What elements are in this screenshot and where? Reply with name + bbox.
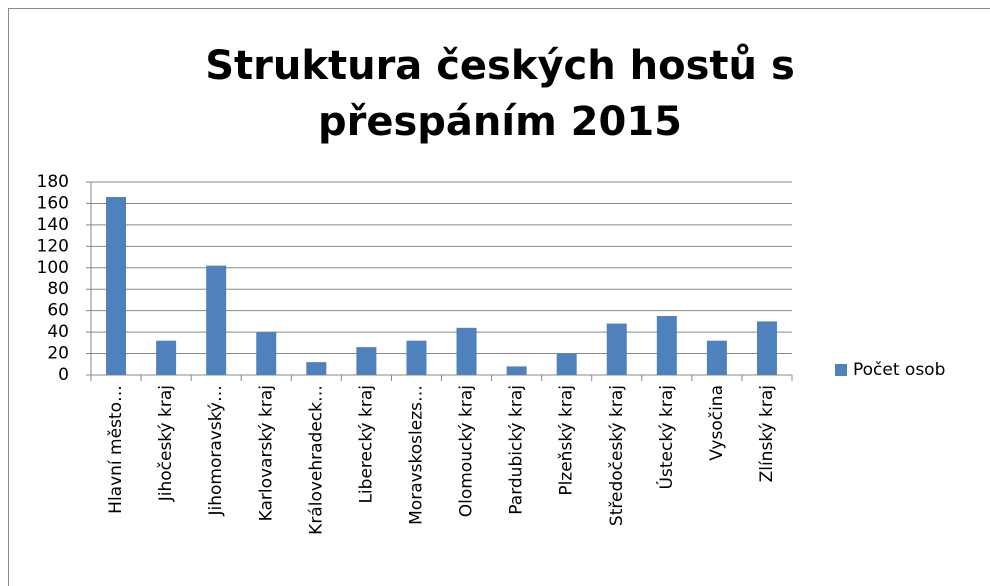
x-tick-label: Vysočina	[707, 385, 727, 461]
y-tick-label: 20	[47, 344, 69, 364]
x-tick-label: Jihomoravský…	[206, 385, 226, 517]
chart-frame	[8, 8, 990, 586]
legend-label: Počet osob	[853, 360, 945, 380]
x-tick-label: Moravskoslezs…	[406, 385, 426, 525]
bar	[456, 327, 477, 375]
y-tick-label: 80	[47, 279, 69, 299]
y-tick-label: 40	[47, 322, 69, 342]
y-tick-label: 100	[37, 258, 69, 278]
x-tick-label: Ústecký kraj	[655, 385, 677, 489]
y-tick-label: 60	[47, 301, 69, 321]
bar	[706, 340, 727, 375]
chart-title: Struktura českých hostů s přespáním 2015	[205, 43, 795, 145]
bar	[256, 332, 277, 375]
x-tick-label: Královehradeck…	[306, 385, 326, 535]
x-tick-label: Karlovarský kraj	[256, 385, 276, 521]
bar	[656, 316, 677, 375]
x-tick-label: Jihočeský kraj	[156, 385, 176, 502]
legend-swatch	[835, 364, 847, 376]
y-tick-label: 160	[37, 193, 69, 213]
y-tick-label: 0	[58, 365, 69, 385]
bar	[156, 340, 177, 375]
x-tick-label: Zlínský kraj	[757, 385, 777, 482]
x-tick-label: Hlavní město…	[106, 385, 126, 514]
y-tick-label: 180	[37, 172, 69, 192]
bar	[206, 265, 227, 375]
x-tick-label: Liberecký kraj	[356, 385, 376, 504]
bar	[756, 321, 777, 375]
x-tick-label: Pardubický kraj	[507, 385, 527, 515]
bar	[606, 323, 627, 375]
bar	[406, 340, 427, 375]
x-tick-label: Středočeský kraj	[607, 385, 627, 526]
bar	[306, 362, 327, 375]
y-tick-label: 140	[37, 215, 69, 235]
bar	[356, 347, 377, 375]
y-tick-label: 120	[37, 236, 69, 256]
x-tick-label: Olomoucký kraj	[457, 385, 477, 517]
bar	[106, 197, 127, 375]
bar	[506, 366, 527, 375]
x-tick-label: Plzeňský kraj	[557, 385, 577, 496]
bar	[556, 353, 577, 375]
